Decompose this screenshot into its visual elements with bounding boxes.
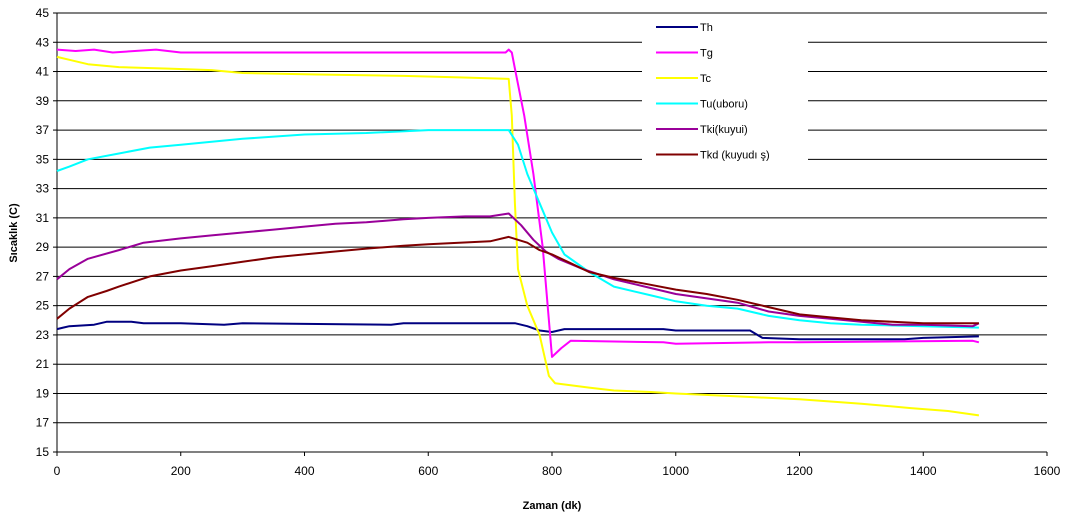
legend-label: Tc [700,73,712,85]
series-line [56,212,980,328]
x-tick-label: 400 [294,464,314,478]
legend: Th Tg Tc Tu(uboru) Tki(kuyui) Tkd (kuyudı ş) [642,14,808,173]
series [56,48,980,417]
legend-label: Tki(kuyui) [700,124,748,136]
x-tick-label: 1200 [786,464,813,478]
series-line [56,48,980,358]
y-tick-label: 43 [36,35,50,49]
y-tick-label: 35 [36,152,50,166]
series-line [56,129,979,329]
axes: 15 17 19 21 23 25 27 29 31 33 35 37 39 41 43 45 0 200 400 6… [36,6,1061,478]
x-tick-label: 1000 [662,464,689,478]
y-tick-label: 27 [36,269,50,283]
y-axis-title: Sıcaklık (C) [8,203,20,263]
y-tick-label: 17 [36,416,50,430]
gridlines [57,12,1047,424]
x-tick-label: 0 [54,464,61,478]
x-tick-label: 600 [418,464,438,478]
y-tick-label: 29 [36,240,50,254]
x-axis-title: Zaman (dk) [523,500,582,512]
series-line [56,55,980,417]
y-tick-label: 21 [36,357,50,371]
y-tick-label: 19 [36,386,50,400]
y-tick-label: 37 [36,123,50,137]
legend-label: Tg [700,48,713,60]
y-tick-label: 23 [36,328,50,342]
y-tick-label: 39 [36,94,50,108]
y-tick-label: 41 [36,65,50,79]
y-tick-label: 45 [36,6,50,20]
y-tick-label: 33 [36,182,50,196]
y-tick-label: 15 [36,445,50,459]
series-line [56,235,979,325]
legend-box [642,14,808,173]
x-tick-label: 1600 [1034,464,1061,478]
x-tick-label: 200 [171,464,191,478]
legend-label: Tu(uboru) [700,99,748,111]
x-tick-label: 800 [542,464,562,478]
legend-label: Tkd (kuyudı ş) [700,150,770,162]
y-tick-label: 31 [36,211,50,225]
x-tick-label: 1400 [910,464,937,478]
legend-label: Th [700,22,713,34]
y-tick-label: 25 [36,299,50,313]
series-line [56,320,979,341]
